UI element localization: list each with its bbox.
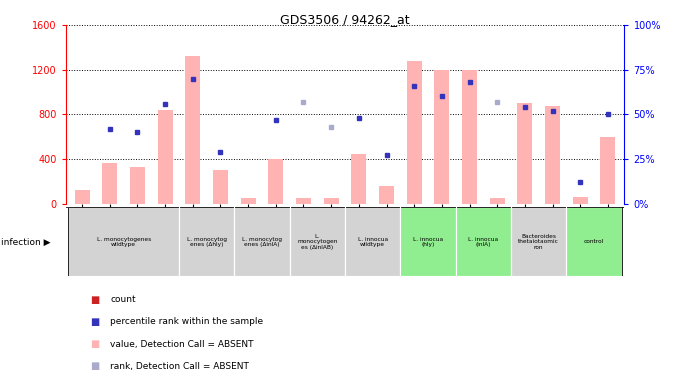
Bar — [518, 103, 533, 204]
Text: L. monocytog
enes (Δhly): L. monocytog enes (Δhly) — [187, 237, 226, 247]
Text: L. innocua
(inlA): L. innocua (inlA) — [469, 237, 498, 247]
Text: ■: ■ — [90, 295, 99, 305]
Bar — [102, 163, 117, 204]
Text: GDS3506 / 94262_at: GDS3506 / 94262_at — [280, 13, 410, 26]
Bar — [455, 207, 511, 276]
Text: L.
monocytogen
es (ΔinlAB): L. monocytogen es (ΔinlAB) — [297, 233, 337, 250]
Bar — [573, 197, 588, 204]
Bar — [213, 170, 228, 204]
Bar — [130, 167, 145, 204]
Bar — [490, 198, 505, 204]
Text: Bacteroides
thetaiotaomic
ron: Bacteroides thetaiotaomic ron — [518, 233, 559, 250]
Bar — [75, 190, 90, 204]
Text: ■: ■ — [90, 339, 99, 349]
Text: ■: ■ — [90, 317, 99, 327]
Bar — [600, 137, 615, 204]
Text: percentile rank within the sample: percentile rank within the sample — [110, 317, 264, 326]
Bar — [68, 207, 179, 276]
Bar — [268, 159, 284, 204]
Text: L. innocua
wildtype: L. innocua wildtype — [357, 237, 388, 247]
Text: L. monocytogenes
wildtype: L. monocytogenes wildtype — [97, 237, 151, 247]
Bar — [241, 198, 256, 204]
Bar — [462, 70, 477, 204]
Bar — [351, 154, 366, 204]
Bar — [566, 207, 622, 276]
Text: control: control — [584, 239, 604, 245]
Bar — [324, 198, 339, 204]
Bar — [185, 56, 200, 204]
Text: L. monocytog
enes (ΔinlA): L. monocytog enes (ΔinlA) — [242, 237, 282, 247]
Bar — [434, 70, 449, 204]
Bar — [511, 207, 566, 276]
Text: rank, Detection Call = ABSENT: rank, Detection Call = ABSENT — [110, 362, 249, 371]
Bar — [235, 207, 290, 276]
Bar — [296, 198, 311, 204]
Bar — [545, 106, 560, 204]
Bar — [179, 207, 235, 276]
Bar — [400, 207, 455, 276]
Text: value, Detection Call = ABSENT: value, Detection Call = ABSENT — [110, 339, 254, 349]
Text: ■: ■ — [90, 361, 99, 371]
Bar — [345, 207, 400, 276]
Text: L. innocua
(hly): L. innocua (hly) — [413, 237, 443, 247]
Bar — [157, 110, 172, 204]
Bar — [379, 186, 394, 204]
Text: count: count — [110, 295, 136, 304]
Bar — [406, 61, 422, 204]
Text: infection ▶: infection ▶ — [1, 237, 50, 247]
Bar — [290, 207, 345, 276]
